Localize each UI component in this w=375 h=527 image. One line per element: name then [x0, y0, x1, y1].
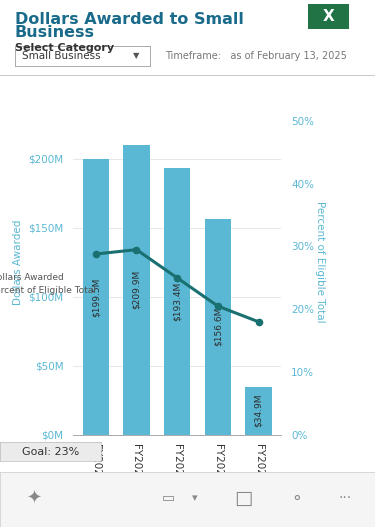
Text: Select Category: Select Category [15, 43, 114, 53]
Text: Timeframe:   as of February 13, 2025: Timeframe: as of February 13, 2025 [165, 52, 347, 61]
Text: $193.4M: $193.4M [172, 281, 182, 321]
Legend: Dollars Awarded, Percent of Eligible Total: Dollars Awarded, Percent of Eligible Tot… [0, 269, 99, 299]
Y-axis label: Percent of Eligible Total: Percent of Eligible Total [315, 201, 325, 323]
Text: □: □ [235, 489, 253, 508]
Bar [82, 159, 109, 435]
Text: Business: Business [15, 25, 95, 40]
Text: ⚬: ⚬ [290, 491, 303, 506]
Bar [123, 145, 150, 435]
Text: Small Business: Small Business [22, 51, 101, 61]
Text: X: X [322, 9, 334, 24]
Text: Dollars Awarded to Small: Dollars Awarded to Small [15, 12, 244, 26]
Text: ···: ··· [338, 491, 352, 505]
Text: ▭: ▭ [162, 490, 175, 504]
Bar [164, 168, 190, 435]
Text: ▾: ▾ [192, 493, 198, 503]
Bar [205, 219, 231, 435]
Text: Goal: 23%: Goal: 23% [22, 447, 79, 456]
Text: ✦: ✦ [26, 489, 41, 507]
Text: $156.6M: $156.6M [213, 307, 222, 346]
Text: $34.9M: $34.9M [254, 394, 263, 427]
Y-axis label: Dollars Awarded: Dollars Awarded [13, 219, 22, 305]
Text: ▼: ▼ [133, 51, 140, 61]
Bar [245, 387, 272, 435]
Text: $199.5M: $199.5M [91, 277, 100, 317]
Text: $209.9M: $209.9M [132, 270, 141, 309]
